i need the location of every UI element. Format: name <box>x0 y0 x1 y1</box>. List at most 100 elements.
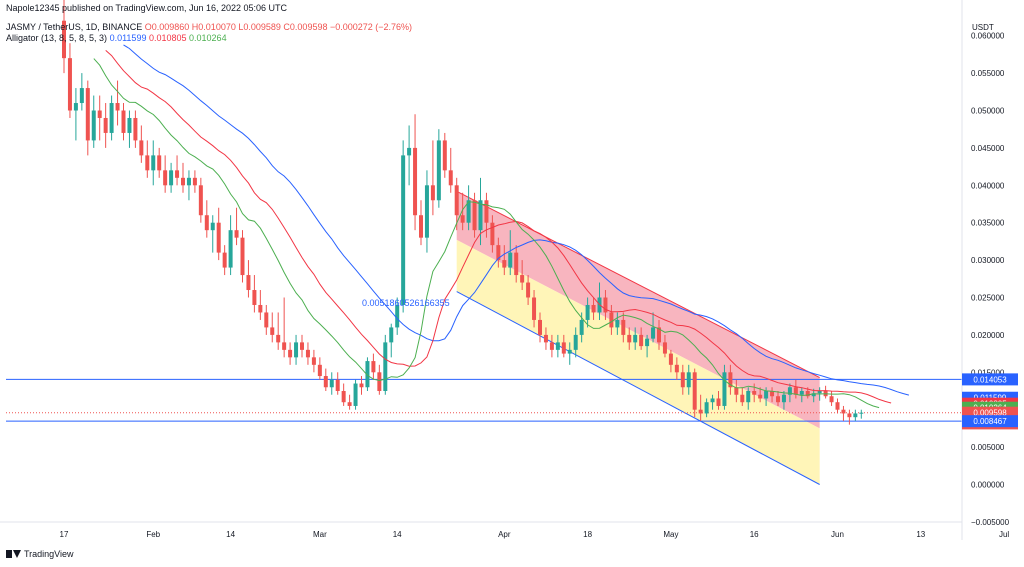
y-tick-label: 0.050000 <box>971 107 1005 116</box>
lips-value: 0.010264 <box>189 33 227 43</box>
x-tick-label: 17 <box>60 530 69 539</box>
candle-body <box>133 117 138 141</box>
candle-body <box>181 177 185 186</box>
candle-body <box>692 372 697 410</box>
candle-body <box>276 334 281 343</box>
candle-body <box>430 185 435 201</box>
candle-body <box>448 170 453 186</box>
candle-body <box>270 327 275 335</box>
candle-body <box>395 304 400 328</box>
candle-body <box>103 117 108 133</box>
candle-body <box>186 177 191 186</box>
candle-body <box>811 393 816 397</box>
candle-body <box>609 312 614 328</box>
channel-annotation: 0.0051860526166355 <box>362 298 450 308</box>
y-tick-label: 0.040000 <box>971 181 1005 190</box>
symbol-label[interactable]: JASMY / TetherUS, 1D, BINANCE <box>6 22 143 32</box>
candle-body <box>543 334 548 343</box>
candle-body <box>514 252 519 276</box>
teeth-line <box>105 50 892 404</box>
candle-body <box>847 413 852 418</box>
x-tick-label: 13 <box>916 530 925 539</box>
y-tick-label: 0.005000 <box>971 443 1005 452</box>
candle-body <box>371 361 376 373</box>
candle-body <box>603 297 608 313</box>
candle-body <box>460 215 465 223</box>
candle-body <box>323 376 328 388</box>
price-label-box <box>962 415 1018 428</box>
candle-body <box>805 391 810 397</box>
currency-label: USDT <box>972 23 994 32</box>
candle-body <box>740 394 745 403</box>
candle-body <box>674 364 679 373</box>
candle-body <box>317 364 322 377</box>
candle-body <box>305 349 310 358</box>
price-label-text: 0.014053 <box>973 375 1007 384</box>
footer-brand: TradingView <box>6 549 74 559</box>
candle-body <box>645 338 650 347</box>
alligator-lines <box>93 44 910 409</box>
candle-body <box>258 304 263 313</box>
candle-body <box>216 222 221 253</box>
candle-body <box>508 252 513 268</box>
candle-body <box>585 304 590 320</box>
candle-body <box>633 334 638 343</box>
candle-body <box>175 170 180 178</box>
candle-body <box>621 319 626 335</box>
high-value: H0.010070 <box>191 22 236 32</box>
candle-body <box>62 20 66 59</box>
candle-body <box>710 398 715 403</box>
candle-body <box>401 155 406 305</box>
price-label-box <box>962 373 1018 386</box>
x-tick-label: 18 <box>583 530 592 539</box>
candle-body <box>555 342 560 350</box>
candle-body <box>335 379 340 391</box>
candle-body <box>716 398 721 406</box>
candle-body <box>365 361 370 388</box>
candle-body <box>85 88 90 141</box>
candle-body <box>764 391 769 399</box>
candle-body <box>252 290 257 305</box>
candle-body <box>145 155 150 171</box>
candle-body <box>615 319 620 328</box>
candle-body <box>561 342 566 354</box>
x-tick-label: Jul <box>999 530 1009 539</box>
x-tick-label: Mar <box>313 530 327 539</box>
channel-upper-line <box>456 190 820 378</box>
candle-body <box>835 402 840 410</box>
candle-body <box>829 396 834 403</box>
candle-body <box>668 353 673 365</box>
candle-body <box>192 177 197 186</box>
candle-body <box>157 155 162 171</box>
candle-body <box>359 383 364 388</box>
candle-body <box>79 88 84 104</box>
open-value: O0.009860 <box>144 22 190 32</box>
candle-body <box>246 275 251 291</box>
indicator-label[interactable]: Alligator (13, 8, 5, 8, 5, 3) <box>6 33 108 43</box>
x-tick-label: May <box>663 530 678 539</box>
candle-body <box>210 222 215 231</box>
candle-body <box>532 297 537 320</box>
candle-body <box>734 387 739 395</box>
ohlc-row: JASMY / TetherUS, 1D, BINANCE O0.009860 … <box>6 22 412 33</box>
candle-body <box>787 387 792 395</box>
candle-body <box>311 357 316 365</box>
candle-body <box>454 185 459 216</box>
change-value: −0.000272 (−2.76%) <box>329 22 413 32</box>
candle-body <box>472 200 477 231</box>
close-value: C0.009598 <box>283 22 328 32</box>
candle-body <box>264 312 269 328</box>
price-label-text: 0.008467 <box>973 417 1007 426</box>
y-tick-label: −0.005000 <box>971 518 1010 527</box>
candle-body <box>538 319 542 335</box>
brand-name: TradingView <box>24 549 74 559</box>
candle-body <box>680 372 685 388</box>
teeth-value: 0.010805 <box>148 33 187 43</box>
y-tick-label: 0.060000 <box>971 32 1005 41</box>
candle-body <box>240 237 245 276</box>
candle-body <box>478 200 483 231</box>
lips-line <box>93 58 880 409</box>
candle-body <box>686 372 691 388</box>
candle-body <box>151 155 156 171</box>
